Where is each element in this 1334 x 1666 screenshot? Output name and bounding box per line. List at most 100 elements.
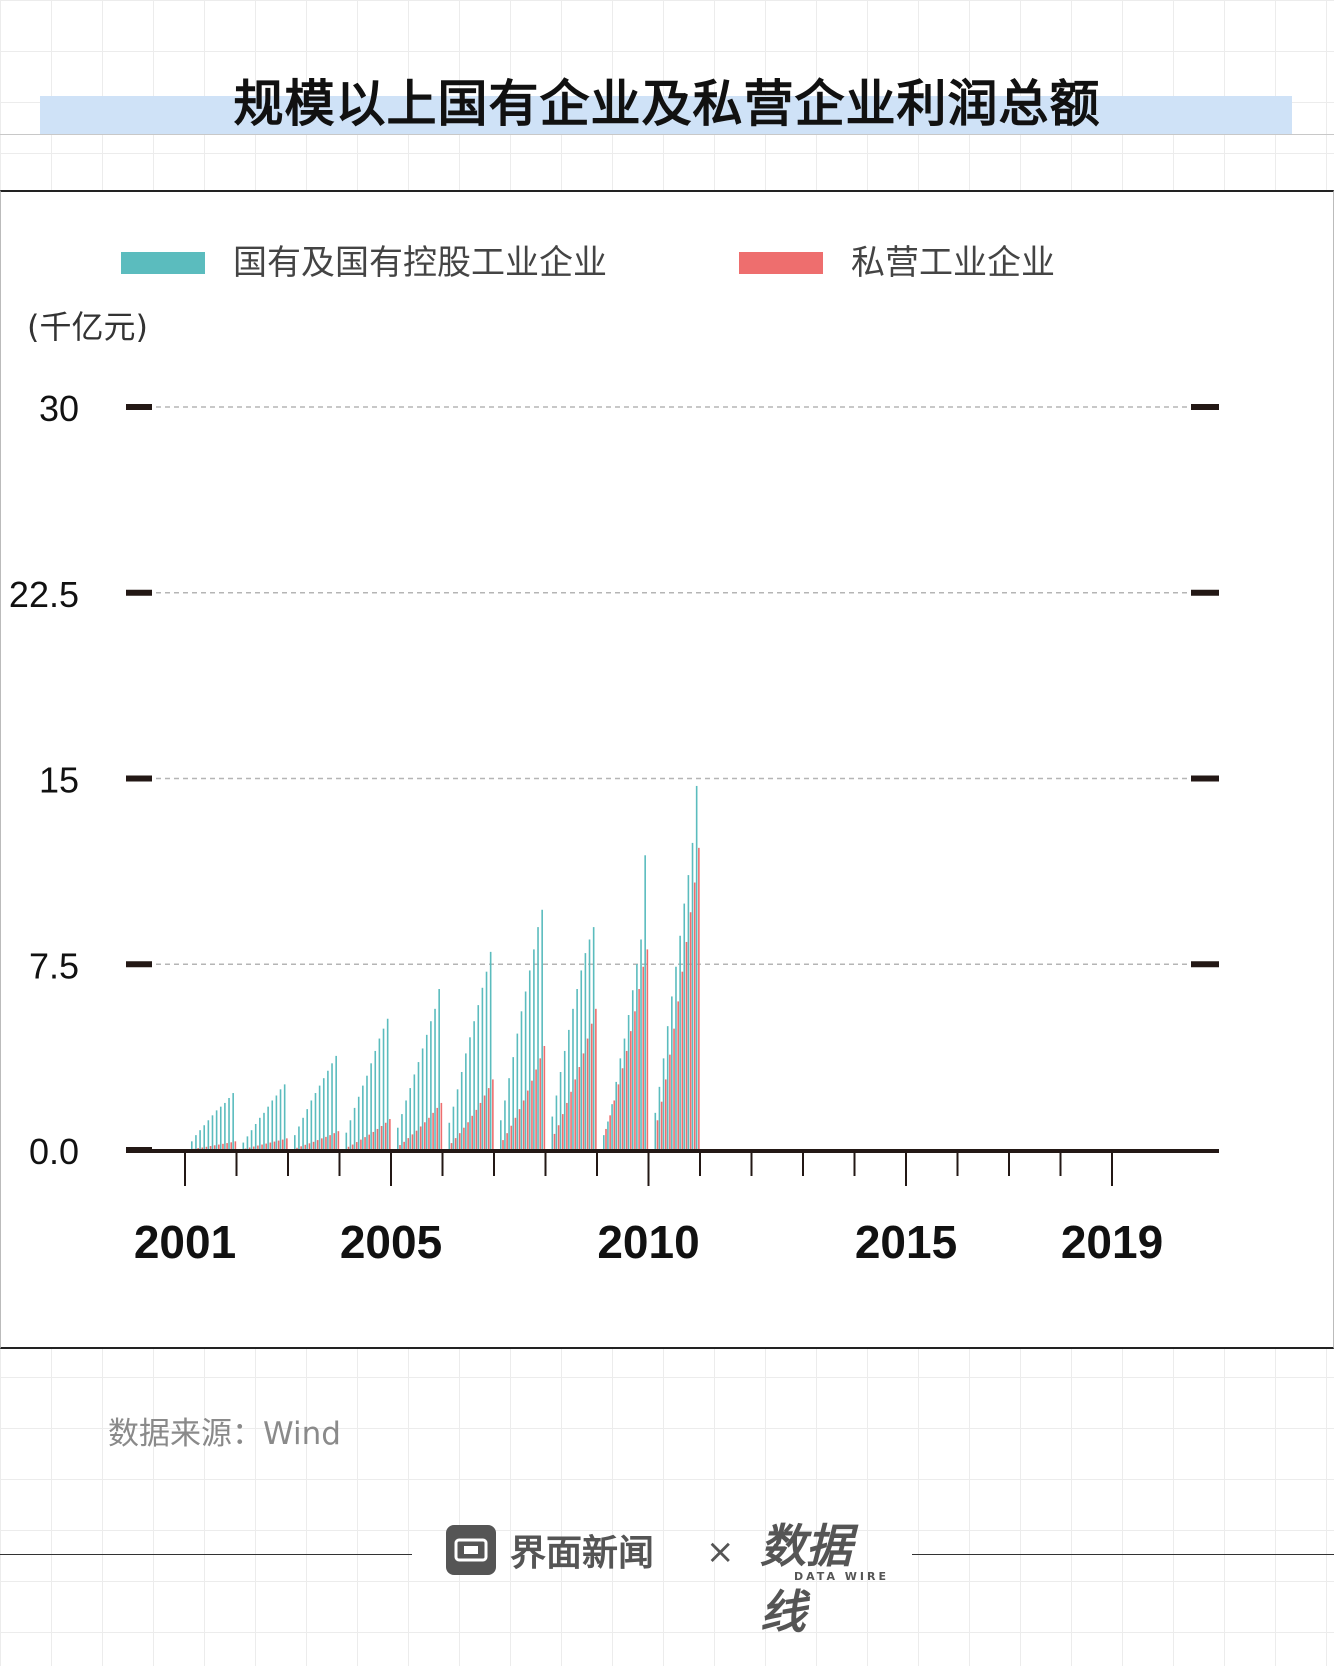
private-bar: [595, 1008, 597, 1150]
private-bar: [428, 1117, 430, 1150]
state-owned-bar: [500, 1120, 502, 1150]
legend-label: 国有及国有控股工业企业: [233, 243, 607, 283]
state-owned-bar: [636, 964, 638, 1150]
state-owned-bar: [421, 1048, 424, 1150]
private-bar: [642, 966, 645, 1150]
private-bar: [347, 1146, 350, 1150]
state-owned-bar: [306, 1109, 309, 1150]
state-owned-bar: [576, 989, 578, 1150]
state-owned-bar: [485, 971, 488, 1150]
state-owned-bar: [516, 1033, 519, 1150]
private-bar: [380, 1125, 383, 1150]
state-owned-bar: [675, 966, 677, 1150]
state-owned-bar: [537, 927, 539, 1150]
state-owned-bar: [345, 1132, 348, 1150]
private-bar: [634, 1011, 636, 1150]
partner-name: 数据线: [760, 1519, 852, 1639]
state-owned-bar: [671, 996, 673, 1150]
private-bar: [467, 1122, 469, 1150]
private-bar: [492, 1079, 494, 1150]
private-bar: [296, 1147, 298, 1150]
private-bar: [502, 1140, 504, 1150]
private-bar: [440, 1102, 443, 1150]
y-tick-left: [126, 589, 152, 596]
private-bar: [518, 1109, 521, 1150]
private-bar: [561, 1114, 564, 1150]
state-owned-bar: [417, 1062, 420, 1150]
state-owned-bar: [559, 1071, 562, 1150]
private-bar: [475, 1109, 478, 1150]
private-bar: [226, 1143, 228, 1150]
chart-panel: 国有及国有控股工业企业 私营工业企业 (千亿元) 30 22.5 15 7.5 0.0 2001…: [0, 190, 1334, 1349]
state-owned-bar: [263, 1112, 265, 1150]
state-owned-bar: [353, 1107, 356, 1150]
state-owned-bar: [267, 1106, 269, 1150]
state-owned-bar: [335, 1055, 337, 1150]
state-owned-bar: [452, 1106, 455, 1150]
private-bar: [463, 1127, 465, 1150]
private-bar: [454, 1138, 457, 1150]
state-owned-bar: [259, 1117, 261, 1150]
state-owned-bar: [294, 1135, 296, 1150]
private-bar: [514, 1117, 517, 1150]
private-bar: [201, 1147, 204, 1150]
private-bar: [646, 949, 649, 1150]
private-bar: [252, 1146, 255, 1150]
private-bar: [300, 1146, 302, 1150]
private-bar: [609, 1115, 611, 1150]
private-bar: [677, 1001, 679, 1150]
private-bar: [312, 1141, 315, 1150]
private-bar: [487, 1088, 490, 1150]
private-bar: [685, 941, 688, 1150]
footer-line-left: [0, 1554, 412, 1555]
private-bar: [566, 1102, 568, 1150]
y-tick-right: [1191, 961, 1219, 968]
footer-line-right: [912, 1554, 1334, 1555]
legend-label: 私营工业企业: [851, 243, 1055, 283]
private-bar: [415, 1130, 418, 1150]
private-bar: [372, 1131, 375, 1150]
state-owned-bar: [489, 951, 492, 1150]
private-bar: [458, 1133, 461, 1150]
private-bar: [570, 1091, 572, 1150]
state-owned-bar: [607, 1121, 609, 1150]
private-bar: [506, 1133, 508, 1150]
partner-logo: 数据线 DATA WIRE: [760, 1510, 890, 1639]
private-bar: [673, 1028, 675, 1150]
y-tick-left: [126, 404, 152, 410]
state-owned-bar: [314, 1093, 317, 1150]
private-bar: [669, 1054, 671, 1150]
private-bar: [368, 1134, 370, 1150]
state-owned-bar: [378, 1038, 381, 1150]
private-bar: [364, 1137, 366, 1150]
private-bar: [333, 1133, 336, 1150]
state-owned-bar: [662, 1058, 665, 1150]
private-bar: [660, 1101, 663, 1150]
private-bar: [248, 1147, 251, 1150]
state-owned-bar: [512, 1057, 515, 1150]
state-owned-bar: [283, 1084, 286, 1150]
private-bar: [419, 1126, 422, 1150]
y-tick-left: [126, 961, 152, 968]
state-owned-bar: [302, 1117, 304, 1150]
state-owned-bar: [207, 1120, 210, 1150]
private-bar: [698, 847, 700, 1150]
x-tick-label: 2001: [134, 1216, 236, 1268]
state-owned-bar: [584, 953, 587, 1150]
private-bar: [360, 1139, 362, 1150]
private-bar: [450, 1143, 453, 1150]
state-owned-bar: [666, 1026, 669, 1150]
y-tick-label: 22.5: [9, 574, 79, 615]
title-highlight-band: [40, 96, 1292, 134]
private-bar: [316, 1140, 319, 1150]
state-owned-bar: [279, 1089, 282, 1150]
state-owned-bar: [504, 1100, 506, 1150]
state-owned-bar: [623, 1038, 626, 1150]
private-bar: [527, 1090, 529, 1150]
state-owned-bar: [211, 1115, 214, 1150]
state-owned-bar: [619, 1058, 622, 1150]
state-owned-bar: [425, 1034, 428, 1150]
private-bar: [630, 1031, 632, 1150]
private-bar: [582, 1053, 585, 1150]
private-bar: [222, 1143, 224, 1150]
